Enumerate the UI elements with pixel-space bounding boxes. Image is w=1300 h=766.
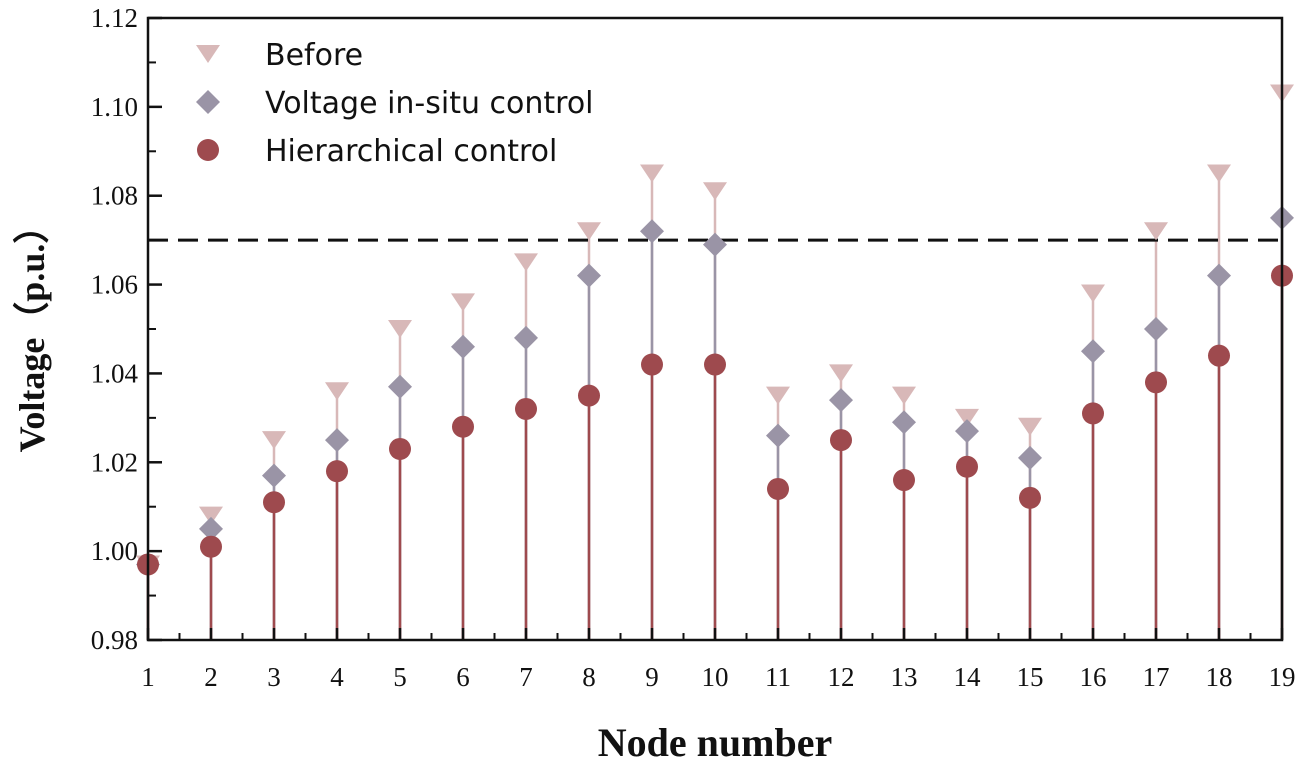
hierarchical-point bbox=[641, 353, 663, 376]
in-situ-point bbox=[262, 463, 286, 488]
x-tick-label: 3 bbox=[267, 662, 281, 692]
in-situ-point bbox=[577, 263, 601, 288]
hierarchical-point bbox=[956, 455, 978, 478]
hierarchical-point bbox=[830, 429, 852, 452]
y-tick-label: 1.10 bbox=[91, 92, 138, 122]
in-situ-point bbox=[892, 410, 916, 435]
legend-in-situ-marker bbox=[196, 90, 220, 114]
y-axis-title: Voltage（p.u.） bbox=[12, 208, 52, 453]
before-point bbox=[829, 364, 853, 383]
before-point bbox=[766, 386, 790, 405]
hierarchical-point bbox=[200, 535, 222, 558]
hierarchical-point bbox=[1208, 344, 1230, 367]
before-point bbox=[892, 386, 916, 405]
hierarchical-point bbox=[1145, 371, 1167, 394]
legend-before-label: Before bbox=[265, 38, 363, 73]
x-tick-label: 12 bbox=[828, 662, 855, 692]
in-situ-point bbox=[451, 334, 475, 359]
hierarchical-point bbox=[767, 477, 789, 500]
hierarchical-point bbox=[263, 491, 285, 514]
x-tick-label: 11 bbox=[765, 662, 791, 692]
hierarchical-point bbox=[389, 437, 411, 460]
x-tick-label: 16 bbox=[1080, 662, 1107, 692]
before-point bbox=[640, 164, 664, 183]
before-point bbox=[1207, 164, 1231, 183]
in-situ-point bbox=[766, 423, 790, 448]
in-situ-point bbox=[1081, 339, 1105, 364]
x-tick-label: 8 bbox=[582, 662, 596, 692]
hierarchical-point bbox=[452, 415, 474, 438]
x-tick-label: 17 bbox=[1143, 662, 1170, 692]
hierarchical-point bbox=[326, 460, 348, 483]
x-tick-label: 9 bbox=[645, 662, 659, 692]
hierarchical-point bbox=[704, 353, 726, 376]
in-situ-point bbox=[703, 232, 727, 257]
x-tick-label: 7 bbox=[519, 662, 533, 692]
legend: Before Voltage in-situ control Hierarchica… bbox=[196, 38, 594, 169]
legend-before-marker bbox=[196, 45, 220, 63]
x-tick-label: 2 bbox=[204, 662, 218, 692]
x-tick-label: 6 bbox=[456, 662, 470, 692]
hierarchical-point bbox=[1019, 486, 1041, 509]
hierarchical-point bbox=[1082, 402, 1104, 425]
before-point bbox=[955, 408, 979, 427]
in-situ-point bbox=[199, 516, 223, 541]
before-point bbox=[451, 293, 475, 312]
x-tick-label: 14 bbox=[954, 662, 982, 692]
x-tick-label: 18 bbox=[1206, 662, 1233, 692]
before-point bbox=[514, 253, 538, 272]
in-situ-point bbox=[388, 374, 412, 399]
in-situ-point bbox=[829, 388, 853, 413]
before-point bbox=[1081, 284, 1105, 303]
x-axis: 1 2 3 4 5 6 7 8 9 10 11 12 13 14 15 16 17 18 19 bbox=[141, 628, 1296, 692]
legend-in-situ-label: Voltage in-situ control bbox=[265, 86, 594, 121]
y-tick-label: 1.04 bbox=[91, 358, 139, 388]
x-tick-label: 15 bbox=[1017, 662, 1044, 692]
hierarchical-point bbox=[578, 384, 600, 407]
hierarchical-point bbox=[515, 397, 537, 420]
in-situ-point bbox=[1207, 263, 1231, 288]
y-tick-label: 1.00 bbox=[91, 536, 138, 566]
y-tick-label: 1.02 bbox=[91, 447, 138, 477]
in-situ-point bbox=[640, 219, 664, 244]
in-situ-point bbox=[325, 428, 349, 453]
x-tick-label: 13 bbox=[891, 662, 918, 692]
hierarchical-point bbox=[893, 469, 915, 492]
x-axis-title: Node number bbox=[598, 720, 832, 765]
in-situ-point bbox=[1018, 445, 1042, 470]
x-tick-label: 4 bbox=[330, 662, 344, 692]
x-tick-label: 19 bbox=[1269, 662, 1296, 692]
in-situ-point bbox=[514, 325, 538, 350]
before-point bbox=[1018, 417, 1042, 436]
legend-hierarchical-marker bbox=[197, 139, 219, 161]
before-point bbox=[703, 182, 727, 201]
y-tick-label: 1.12 bbox=[91, 3, 138, 33]
before-point bbox=[199, 506, 223, 525]
x-tick-label: 5 bbox=[393, 662, 407, 692]
before-point bbox=[388, 320, 412, 338]
in-situ-point bbox=[1144, 317, 1168, 341]
y-axis: 0.98 1.00 1.02 1.04 1.06 1.08 1.10 1.12 bbox=[91, 3, 162, 655]
legend-hierarchical-label: Hierarchical control bbox=[265, 134, 557, 169]
before-point bbox=[262, 431, 286, 450]
y-tick-label: 1.06 bbox=[91, 270, 138, 300]
before-point bbox=[577, 222, 601, 241]
before-point bbox=[1144, 222, 1168, 241]
y-tick-label: 0.98 bbox=[91, 625, 138, 655]
in-situ-point bbox=[955, 419, 979, 444]
x-tick-label: 10 bbox=[702, 662, 729, 692]
y-tick-label: 1.08 bbox=[91, 181, 138, 211]
x-tick-label: 1 bbox=[141, 662, 155, 692]
before-point bbox=[325, 382, 349, 401]
